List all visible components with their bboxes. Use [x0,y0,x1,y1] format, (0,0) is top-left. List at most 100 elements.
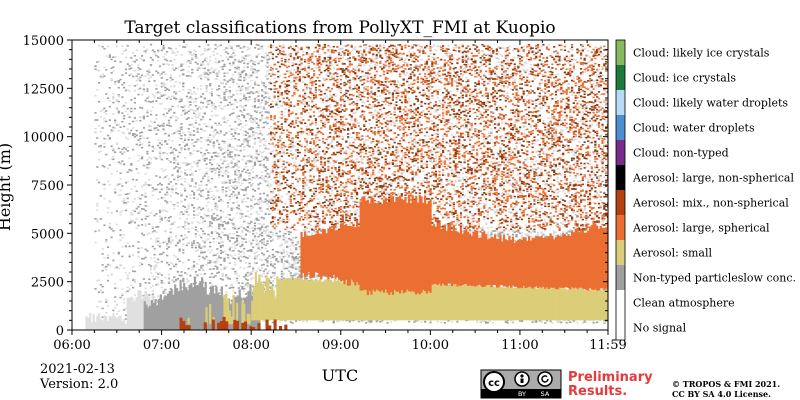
speckle-cell [288,170,290,172]
speckle-cell [243,268,245,270]
speckle-cell [195,120,197,122]
speckle-cell [162,56,164,58]
speckle-cell [211,111,213,113]
speckle-cell [162,252,164,254]
speckle-cell [130,285,132,287]
speckle-cell [164,176,166,178]
speckle-cell [270,115,272,117]
speckle-cell [261,115,263,117]
speckle-cell [268,65,270,67]
speckle-cell [218,144,220,146]
speckle-cell [250,115,252,117]
speckle-cell [220,238,222,240]
speckle-cell [175,281,177,283]
speckle-cell [274,278,276,280]
speckle-cell [318,175,320,177]
speckle-cell [315,209,317,211]
speckle-cell [216,258,218,260]
speckle-cell [315,83,317,85]
speckle-cell [213,276,215,278]
speckle-cell [216,215,218,217]
speckle-cell [266,78,268,80]
speckle-cell [252,270,254,272]
speckle-cell [112,66,114,68]
speckle-cell [119,297,121,299]
speckle-cell [238,161,240,163]
speckle-cell [283,175,285,177]
speckle-cell [241,143,243,145]
speckle-cell [265,86,267,88]
speckle-cell [257,200,259,202]
speckle-cell [155,213,157,215]
speckle-cell [254,69,256,71]
speckle-cell [209,182,211,184]
speckle-cell [227,176,229,178]
speckle-cell [265,245,267,247]
speckle-cell [179,240,181,242]
speckle-cell [184,109,186,111]
speckle-cell [116,304,118,306]
speckle-cell [225,182,227,184]
speckle-cell [263,243,265,245]
speckle-cell [284,203,286,205]
speckle-cell [261,111,263,113]
speckle-cell [137,94,139,96]
speckle-cell [315,122,317,124]
speckle-cell [225,160,227,162]
speckle-cell [152,275,154,277]
speckle-cell [137,256,139,258]
speckle-cell [180,114,182,116]
speckle-cell [238,133,240,135]
speckle-cell [308,171,310,173]
speckle-cell [248,172,250,174]
speckle-cell [245,73,247,75]
speckle-cell [170,48,172,50]
speckle-cell [94,242,96,244]
speckle-cell [266,92,268,94]
speckle-cell [257,95,259,97]
speckle-cell [173,179,175,181]
speckle-cell [170,243,172,245]
speckle-cell [145,196,147,198]
speckle-cell [146,49,148,51]
speckle-cell [315,56,317,58]
speckle-cell [200,228,202,230]
speckle-cell [222,211,224,213]
speckle-cell [277,90,279,92]
speckle-cell [291,140,293,142]
speckle-cell [218,96,220,98]
speckle-cell [261,48,263,50]
speckle-cell [265,88,267,90]
speckle-cell [257,246,259,248]
speckle-cell [231,96,233,98]
speckle-cell [243,93,245,95]
speckle-cell [127,146,129,148]
speckle-cell [290,46,292,48]
speckle-cell [231,54,233,56]
speckle-cell [204,251,206,253]
speckle-cell [309,88,311,90]
speckle-cell [173,69,175,71]
speckle-cell [103,188,105,190]
speckle-cell [186,221,188,223]
speckle-cell [207,191,209,193]
speckle-cell [216,248,218,250]
speckle-cell [195,51,197,53]
speckle-cell [107,257,109,259]
speckle-cell [256,270,258,272]
speckle-cell [150,267,152,269]
speckle-cell [175,188,177,190]
speckle-cell [302,54,304,56]
speckle-cell [250,66,252,68]
speckle-cell [211,231,213,233]
speckle-cell [238,182,240,184]
speckle-cell [231,255,233,257]
speckle-cell [254,138,256,140]
speckle-cell [254,98,256,100]
speckle-cell [130,67,132,69]
speckle-cell [317,133,319,135]
speckle-cell [184,46,186,48]
speckle-cell [125,57,127,59]
speckle-cell [243,70,245,72]
speckle-cell [300,116,302,118]
